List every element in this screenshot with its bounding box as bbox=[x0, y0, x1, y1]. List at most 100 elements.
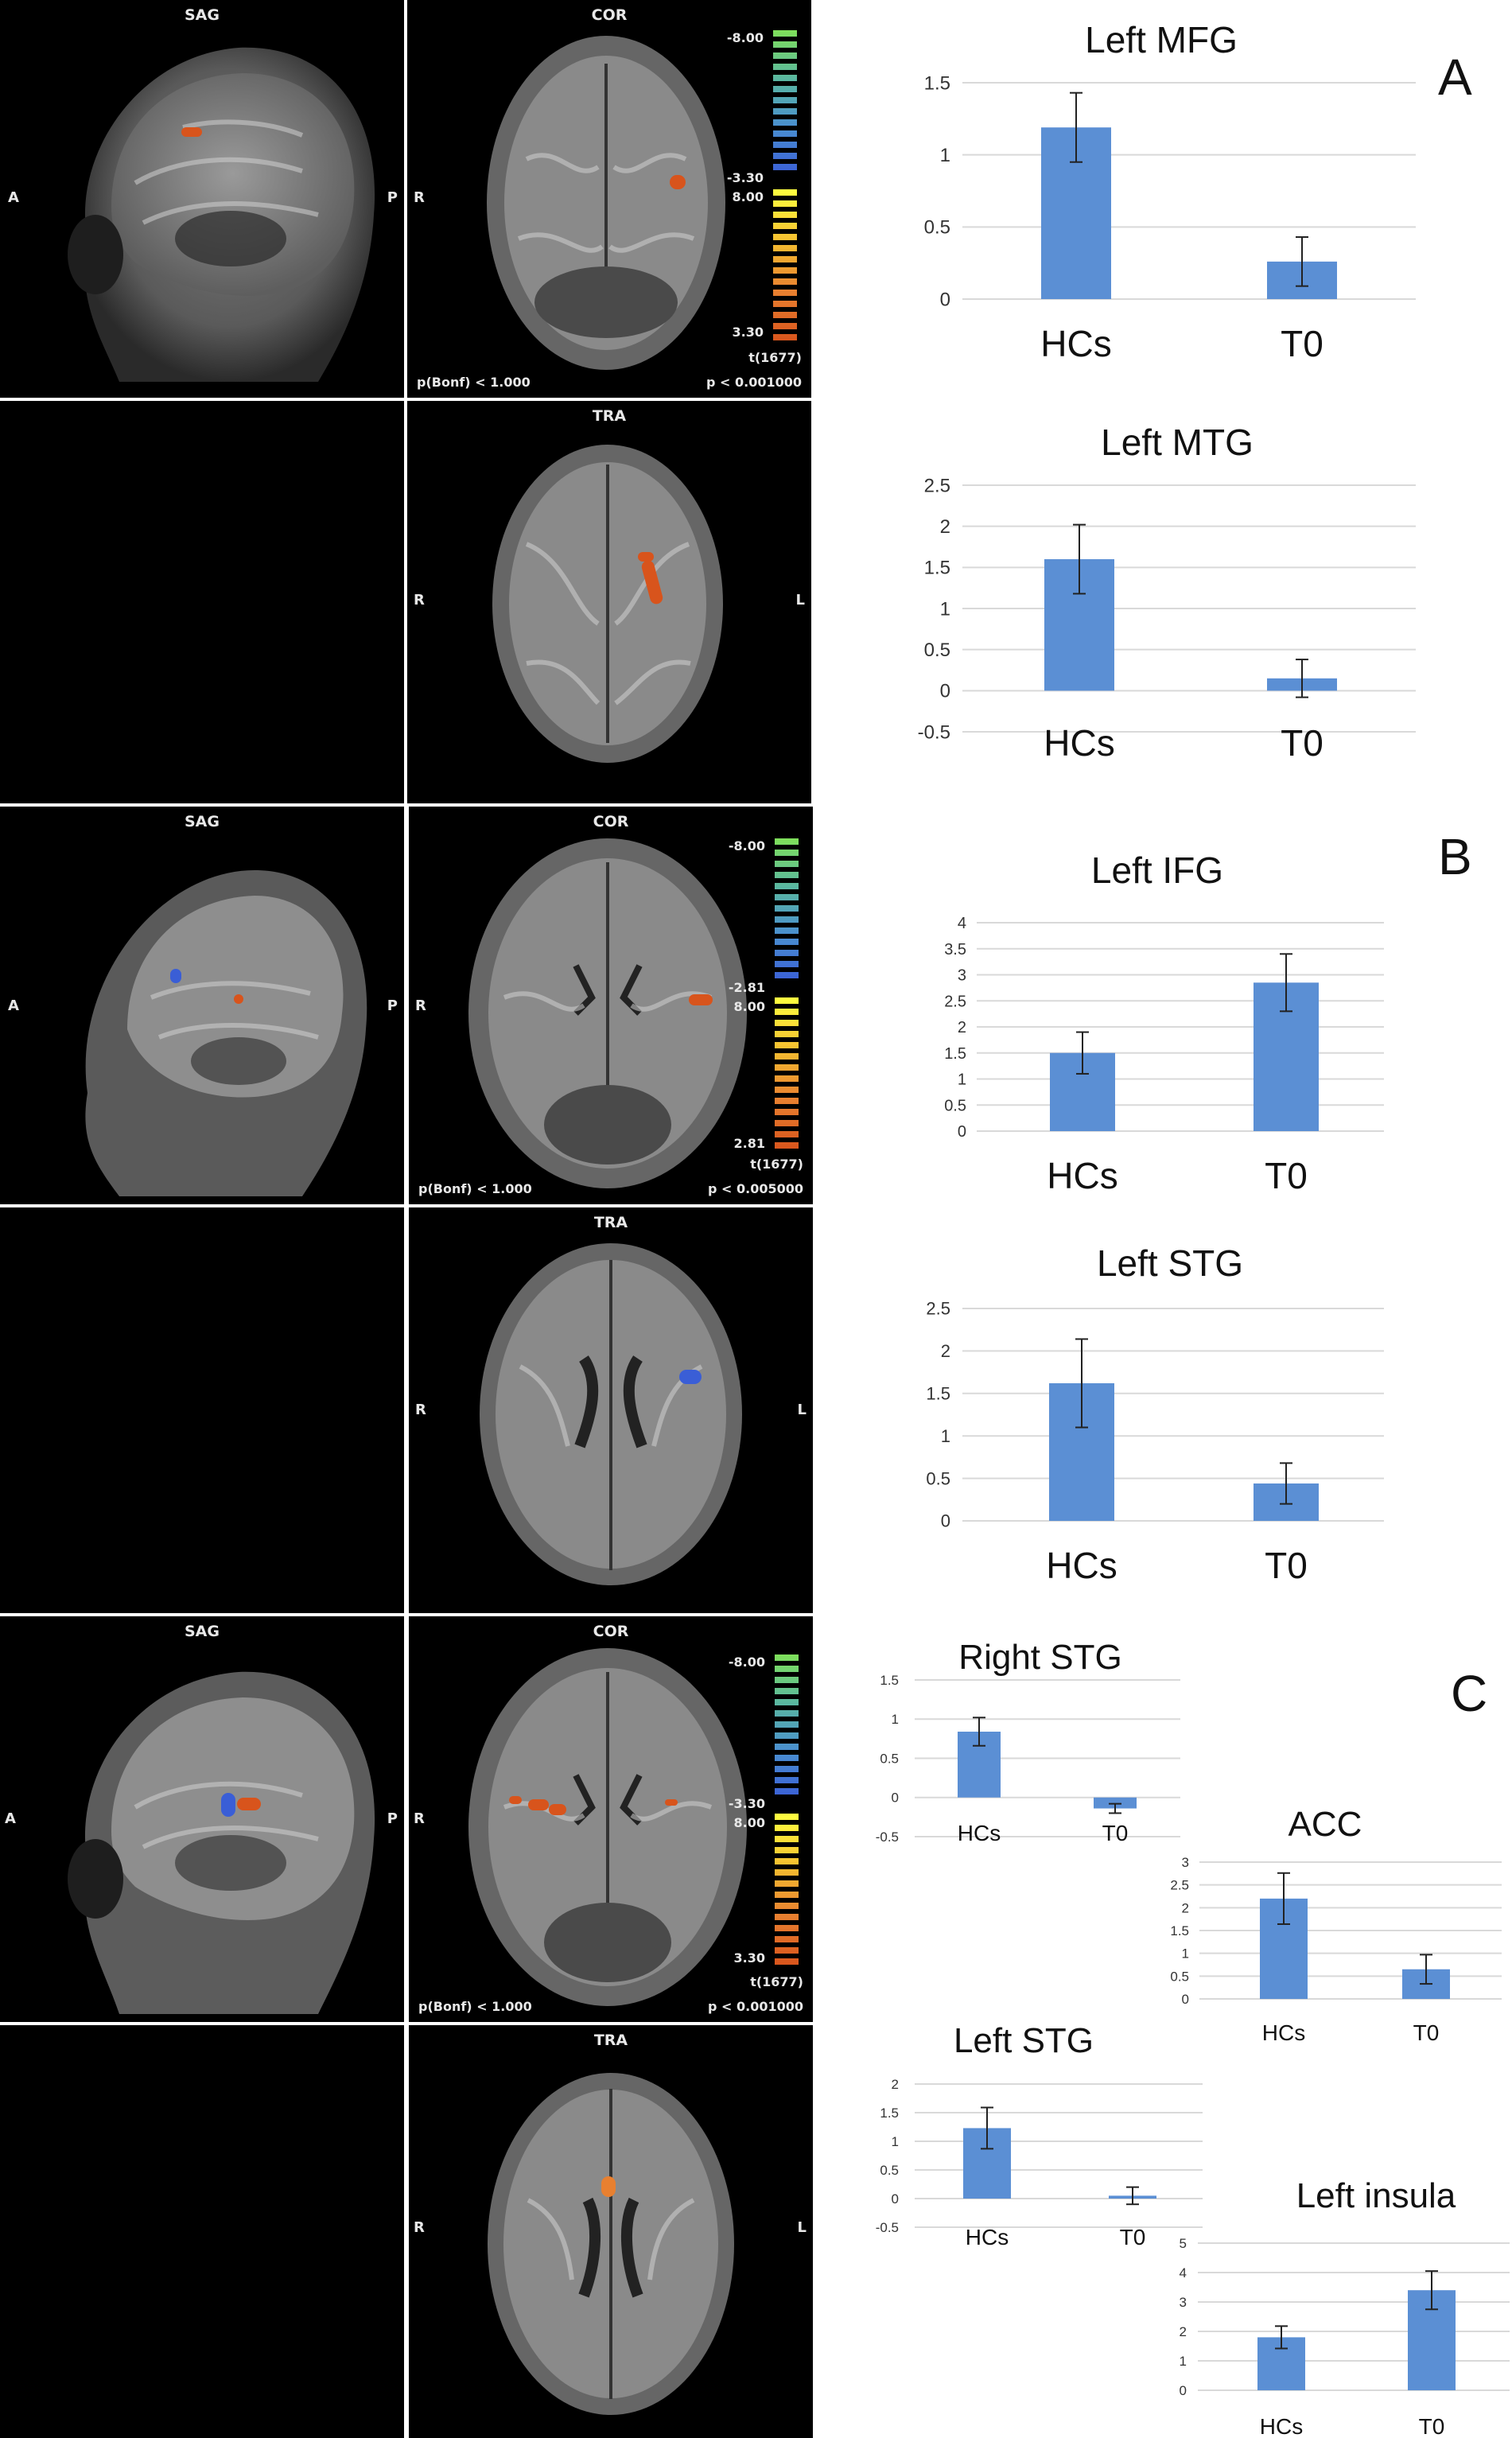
section-letter-b: B bbox=[1438, 828, 1472, 885]
y-tick-label: 3.5 bbox=[944, 941, 966, 958]
direction-anterior: A bbox=[8, 997, 19, 1014]
chart-title: Left IFG bbox=[1091, 850, 1223, 891]
section-letter-c: C bbox=[1451, 1665, 1488, 1722]
y-tick-label: 0.5 bbox=[1170, 1969, 1189, 1984]
colorbar-threshold-pos: 3.30 bbox=[733, 1950, 765, 1966]
chart-title: ACC bbox=[1289, 1805, 1362, 1844]
category-label: T0 bbox=[1265, 1155, 1308, 1196]
transverse-brain-image bbox=[492, 445, 723, 763]
bar-t0 bbox=[1402, 1969, 1450, 1999]
y-tick-label: 2 bbox=[892, 2077, 899, 2092]
category-label: T0 bbox=[1102, 1821, 1129, 1845]
view-label-tra: TRA bbox=[592, 407, 627, 425]
y-tick-label: 0 bbox=[1182, 1992, 1189, 2007]
activation-blob bbox=[670, 175, 686, 189]
bar-t0 bbox=[1408, 2290, 1456, 2390]
y-tick-label: 1 bbox=[958, 1071, 966, 1089]
y-tick-label: -0.5 bbox=[918, 721, 950, 743]
colorbar-threshold-pos: 3.30 bbox=[732, 325, 764, 340]
activation-blob bbox=[181, 127, 202, 137]
section-b-coronal-view: COR R -8.00 -2.81 8.00 2.81 t(1677) p(Bo… bbox=[409, 807, 813, 1204]
activation-blob bbox=[509, 1796, 522, 1804]
deactivation-blob bbox=[679, 1370, 702, 1384]
section-letter-a: A bbox=[1438, 49, 1472, 106]
bar-hcs bbox=[1050, 1052, 1115, 1131]
bar-t0 bbox=[1109, 2195, 1156, 2199]
colorbar bbox=[773, 30, 797, 342]
p-threshold-label: p < 0.001000 bbox=[707, 1999, 803, 2014]
category-label: HCs bbox=[1040, 323, 1111, 364]
y-tick-label: 1 bbox=[940, 145, 950, 166]
category-label: T0 bbox=[1120, 2225, 1146, 2249]
y-tick-label: 2 bbox=[1180, 2324, 1187, 2339]
deactivation-blob bbox=[221, 1793, 235, 1817]
direction-right: R bbox=[414, 592, 425, 609]
y-tick-label: 1.5 bbox=[926, 1384, 950, 1404]
y-tick-label: 0 bbox=[892, 2191, 899, 2207]
colorbar-min-neg: -8.00 bbox=[728, 1654, 765, 1670]
bar-hcs bbox=[1049, 1382, 1114, 1521]
direction-anterior: A bbox=[8, 189, 19, 206]
y-tick-label: 3 bbox=[1180, 2295, 1187, 2310]
colorbar-max-pos: 8.00 bbox=[733, 999, 765, 1014]
sagittal-brain-image bbox=[85, 870, 367, 1196]
activation-blob bbox=[601, 2176, 616, 2197]
y-tick-label: 2 bbox=[940, 516, 950, 538]
view-label-sag: SAG bbox=[185, 1623, 220, 1640]
view-label-sag: SAG bbox=[185, 6, 220, 24]
bar-hcs bbox=[963, 2128, 1011, 2199]
direction-left: L bbox=[797, 2219, 807, 2236]
view-label-cor: COR bbox=[593, 1623, 629, 1640]
y-tick-label: 1.5 bbox=[924, 72, 950, 94]
section-b-empty-panel bbox=[0, 1207, 404, 1613]
chart-title: Left MFG bbox=[1085, 19, 1238, 60]
category-label: HCs bbox=[1262, 2020, 1305, 2045]
direction-right: R bbox=[414, 1810, 425, 1827]
coronal-brain-image bbox=[468, 1648, 747, 2006]
direction-posterior: P bbox=[387, 997, 398, 1014]
y-tick-label: 0.5 bbox=[944, 1097, 966, 1114]
bar-hcs bbox=[958, 1732, 1001, 1798]
t-statistic-label: t(1677) bbox=[748, 350, 802, 365]
y-tick-label: 0.5 bbox=[924, 640, 950, 661]
section-a-transverse-view: TRA R L bbox=[407, 401, 811, 803]
direction-left: L bbox=[795, 592, 805, 609]
sagittal-brain-image bbox=[68, 47, 375, 382]
p-threshold-label: p < 0.001000 bbox=[705, 375, 802, 390]
section-c-sagittal-view: SAG A P bbox=[0, 1616, 404, 2022]
colorbar-threshold-neg: -3.30 bbox=[726, 170, 764, 185]
p-threshold-label: p < 0.005000 bbox=[707, 1181, 803, 1196]
chart-title: Left insula bbox=[1296, 2176, 1456, 2215]
view-label-cor: COR bbox=[591, 6, 628, 24]
chart-title: Left STG bbox=[954, 2021, 1094, 2060]
y-tick-label: 2.5 bbox=[1170, 1878, 1189, 1893]
y-tick-label: 2 bbox=[958, 1019, 966, 1036]
y-tick-label: 1 bbox=[1182, 1946, 1189, 1962]
bonferroni-label: p(Bonf) < 1.000 bbox=[417, 375, 531, 390]
section-c-empty-panel bbox=[0, 2025, 404, 2438]
coronal-brain-image bbox=[487, 36, 725, 370]
y-tick-label: 0 bbox=[940, 681, 950, 702]
bar-hcs bbox=[1260, 1898, 1308, 1999]
y-tick-label: 0.5 bbox=[880, 1751, 899, 1766]
category-label: T0 bbox=[1413, 2020, 1440, 2045]
y-tick-label: 0 bbox=[892, 1791, 899, 1806]
section-a-empty-panel bbox=[0, 401, 404, 803]
y-tick-label: 1.5 bbox=[880, 1673, 899, 1688]
coronal-brain-image bbox=[468, 838, 747, 1188]
chart-title: Left MTG bbox=[1101, 422, 1254, 463]
colorbar-min-neg: -8.00 bbox=[728, 838, 765, 853]
y-tick-label: 2.5 bbox=[944, 993, 966, 1010]
y-tick-label: 5 bbox=[1180, 2236, 1187, 2251]
view-label-sag: SAG bbox=[185, 813, 220, 830]
direction-posterior: P bbox=[387, 1810, 398, 1827]
direction-right: R bbox=[414, 189, 425, 206]
chart-title: Right STG bbox=[958, 1638, 1121, 1677]
category-label: T0 bbox=[1281, 722, 1323, 764]
activation-blob bbox=[549, 1804, 566, 1815]
category-label: HCs bbox=[1046, 1545, 1117, 1586]
y-tick-label: -0.5 bbox=[876, 1829, 899, 1845]
y-tick-label: 1 bbox=[892, 1712, 899, 1727]
y-tick-label: 0 bbox=[958, 1123, 966, 1141]
direction-anterior: A bbox=[5, 1810, 16, 1827]
